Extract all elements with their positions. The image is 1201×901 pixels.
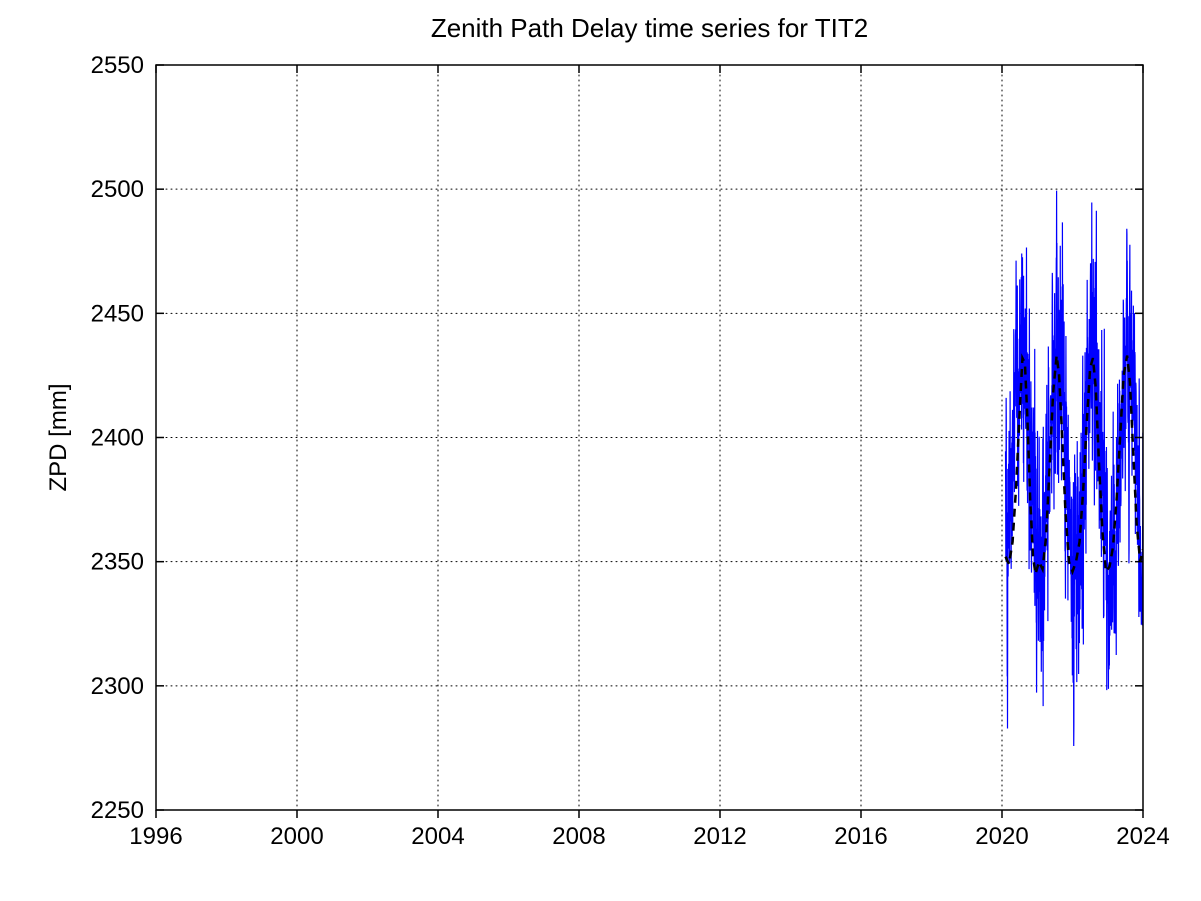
x-tick-label: 1996 [129,823,182,850]
x-tick-label: 2008 [552,823,605,850]
x-tick-label: 2000 [270,823,323,850]
chart-container: 1996 2000 2004 2008 2012 2016 2020 2024 2250 2300… [0,0,1201,901]
chart-title: Zenith Path Delay time series for TIT2 [431,13,868,43]
y-tick-label: 2400 [91,425,144,452]
y-tick-label: 2450 [91,300,144,327]
y-axis-label: ZPD [mm] [45,384,72,492]
chart-svg: 1996 2000 2004 2008 2012 2016 2020 2024 2250 2300… [0,0,1201,901]
y-tick-label: 2550 [91,52,144,79]
x-tick-label: 2024 [1116,823,1169,850]
x-tick-label: 2012 [693,823,746,850]
y-tick-label: 2300 [91,673,144,700]
y-tick-label: 2350 [91,549,144,576]
x-tick-label: 2020 [975,823,1028,850]
y-tick-label: 2250 [91,797,144,824]
x-tick-label: 2016 [834,823,887,850]
x-tick-label: 2004 [411,823,464,850]
y-tick-label: 2500 [91,176,144,203]
